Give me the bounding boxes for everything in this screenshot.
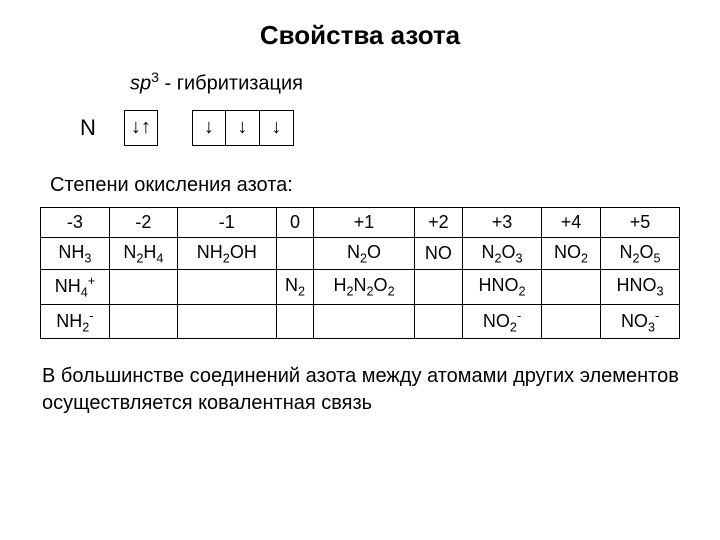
compound-cell: N2O3	[463, 237, 542, 270]
compound-cell: NH2OH	[178, 237, 277, 270]
element-symbol: N	[80, 115, 96, 141]
sp-label: sp	[130, 73, 151, 95]
compound-cell: NH2-	[41, 304, 110, 339]
state-cell: +5	[601, 207, 680, 237]
compound-cell: NO	[414, 237, 463, 270]
compound-cell: N2O5	[601, 237, 680, 270]
compound-cell: H2N2O2	[314, 270, 414, 305]
compound-cell	[178, 270, 277, 305]
state-cell: +3	[463, 207, 542, 237]
compound-cell: HNO3	[601, 270, 680, 305]
compound-cell: N2H4	[109, 237, 177, 270]
compound-cell	[314, 304, 414, 339]
state-cell: +2	[414, 207, 463, 237]
compound-cell	[276, 237, 314, 270]
oxidation-label: Степени окисления азота:	[50, 174, 680, 197]
state-cell: -1	[178, 207, 277, 237]
table-row: NH3 N2H4 NH2OH N2O NO N2O3 NO2 N2O5	[41, 237, 680, 270]
state-cell: +4	[541, 207, 600, 237]
hybridization-text: sp3 - гибритизация	[130, 69, 680, 96]
orbital-box-single: ↓	[192, 110, 226, 146]
compound-cell	[541, 270, 600, 305]
orbital-p: ↓ ↓ ↓	[192, 110, 294, 146]
orbital-box-single: ↓	[226, 110, 260, 146]
page-title: Свойства азота	[40, 20, 680, 51]
hybrid-suffix: - гибритизация	[159, 73, 303, 95]
compound-cell	[276, 304, 314, 339]
oxidation-table: -3 -2 -1 0 +1 +2 +3 +4 +5 NH3 N2H4 NH2OH…	[40, 207, 680, 340]
table-row: NH4+ N2 H2N2O2 HNO2 HNO3	[41, 270, 680, 305]
compound-cell	[109, 270, 177, 305]
sp-exponent: 3	[151, 69, 159, 85]
state-cell: +1	[314, 207, 414, 237]
compound-cell	[109, 304, 177, 339]
compound-cell: NH4+	[41, 270, 110, 305]
compound-cell: NH3	[41, 237, 110, 270]
table-row-header: -3 -2 -1 0 +1 +2 +3 +4 +5	[41, 207, 680, 237]
orbital-s: ↓↑	[124, 110, 158, 146]
table-row: NH2- NO2- NO3-	[41, 304, 680, 339]
state-cell: -2	[109, 207, 177, 237]
compound-cell	[541, 304, 600, 339]
compound-cell	[414, 304, 463, 339]
orbital-box-single: ↓	[260, 110, 294, 146]
compound-cell: N2O	[314, 237, 414, 270]
compound-cell	[178, 304, 277, 339]
compound-cell	[414, 270, 463, 305]
compound-cell: NO2	[541, 237, 600, 270]
state-cell: -3	[41, 207, 110, 237]
footer-text: В большинстве соединений азота между ато…	[42, 363, 680, 417]
orbital-diagram: N ↓↑ ↓ ↓ ↓	[80, 110, 680, 146]
compound-cell: N2	[276, 270, 314, 305]
state-cell: 0	[276, 207, 314, 237]
orbital-box-pair: ↓↑	[124, 110, 158, 146]
compound-cell: NO2-	[463, 304, 542, 339]
compound-cell: HNO2	[463, 270, 542, 305]
compound-cell: NO3-	[601, 304, 680, 339]
